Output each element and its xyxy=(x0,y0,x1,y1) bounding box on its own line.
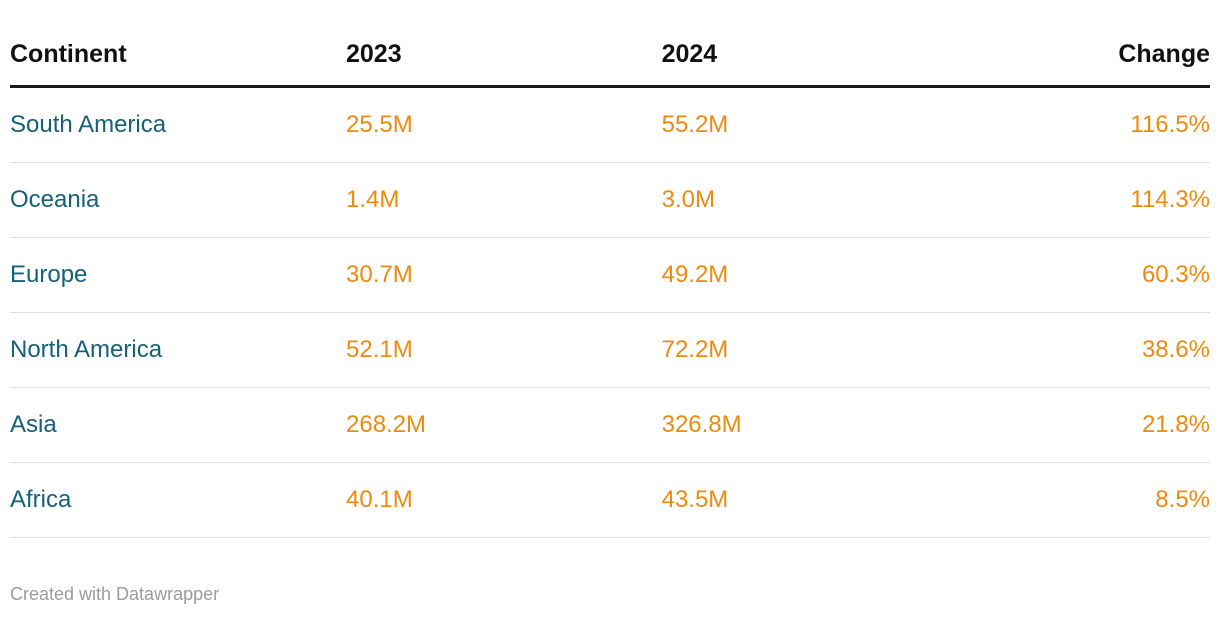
value-2023-cell: 40.1M xyxy=(346,462,662,538)
table-row: Oceania 1.4M 3.0M 114.3% xyxy=(10,162,1210,238)
change-cell: 116.5% xyxy=(977,86,1210,163)
continent-cell: South America xyxy=(10,86,346,163)
continent-cell: North America xyxy=(10,312,346,388)
table-container: Continent 2023 2024 Change South America… xyxy=(10,30,1210,538)
table-row: Asia 268.2M 326.8M 21.8% xyxy=(10,387,1210,463)
table-row: Europe 30.7M 49.2M 60.3% xyxy=(10,237,1210,313)
column-header-change: Change xyxy=(977,30,1210,88)
change-cell: 114.3% xyxy=(977,162,1210,238)
value-2024-cell: 43.5M xyxy=(661,462,978,538)
table-row: Africa 40.1M 43.5M 8.5% xyxy=(10,462,1210,538)
value-2024-cell: 3.0M xyxy=(661,162,978,238)
continent-cell: Oceania xyxy=(10,162,346,238)
value-2023-cell: 52.1M xyxy=(346,312,662,388)
continent-cell: Asia xyxy=(10,387,346,463)
value-2024-cell: 49.2M xyxy=(661,237,978,313)
column-header-2023: 2023 xyxy=(346,30,662,88)
value-2023-cell: 25.5M xyxy=(346,86,662,163)
datawrapper-credit-link[interactable]: Created with Datawrapper xyxy=(10,584,220,604)
table-row: North America 52.1M 72.2M 38.6% xyxy=(10,312,1210,388)
table-body: South America 25.5M 55.2M 116.5% Oceania 1.4M… xyxy=(10,86,1210,538)
continent-cell: Europe xyxy=(10,237,346,313)
continent-cell: Africa xyxy=(10,462,346,538)
value-2024-cell: 55.2M xyxy=(661,86,978,163)
value-2023-cell: 268.2M xyxy=(346,387,662,463)
header-row: Continent 2023 2024 Change xyxy=(10,30,1210,88)
column-header-2024: 2024 xyxy=(661,30,978,88)
value-2023-cell: 1.4M xyxy=(346,162,662,238)
value-2024-cell: 326.8M xyxy=(661,387,978,463)
data-table: Continent 2023 2024 Change South America… xyxy=(10,30,1210,538)
change-cell: 8.5% xyxy=(977,462,1210,538)
change-cell: 60.3% xyxy=(977,237,1210,313)
table-row: South America 25.5M 55.2M 116.5% xyxy=(10,86,1210,163)
value-2023-cell: 30.7M xyxy=(346,237,662,313)
value-2024-cell: 72.2M xyxy=(661,312,978,388)
change-cell: 21.8% xyxy=(977,387,1210,463)
change-cell: 38.6% xyxy=(977,312,1210,388)
table-header: Continent 2023 2024 Change xyxy=(10,30,1210,88)
column-header-continent: Continent xyxy=(10,30,346,88)
